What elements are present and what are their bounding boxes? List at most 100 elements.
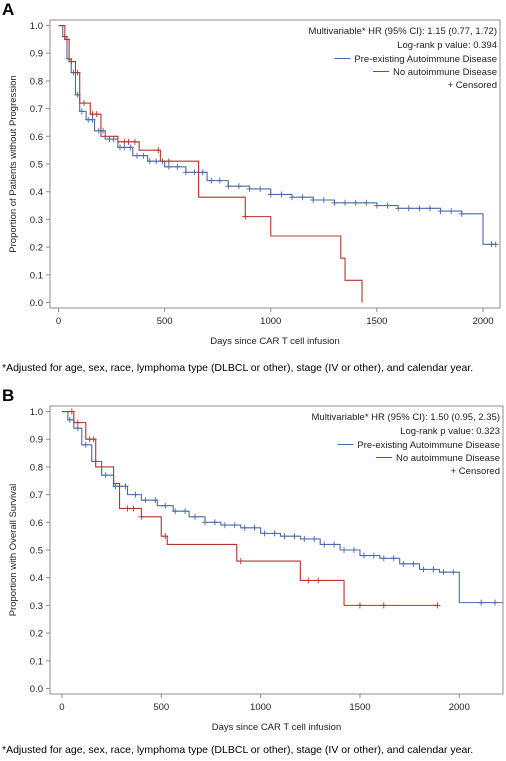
stat-annotation: Multivariable* HR (95% CI): 1.15 (0.77, … [309,26,498,37]
censor-mark [360,552,367,559]
censor-mark [320,197,327,203]
censor-mark [363,199,370,206]
y-tick-label: 0.3 [30,601,43,612]
legend-censored: + Censored [451,466,500,477]
x-axis-label: Days since CAR T cell infusion [212,722,342,733]
y-tick-label: 1.0 [30,407,43,418]
censor-mark [152,497,159,504]
censor-mark [261,530,268,537]
censor-mark [430,566,437,573]
footnote-b: *Adjusted for age, sex, race, lymphoma t… [2,744,474,756]
censor-mark [342,199,349,206]
legend-label-1: No autoimmune Disease [396,453,500,464]
censor-mark [208,177,215,184]
x-tick-label: 1000 [260,316,281,327]
y-tick-label: 0.8 [30,76,43,87]
censor-mark [310,197,317,203]
censor-mark [341,547,348,553]
censor-mark [235,183,242,190]
censor-mark [199,169,206,176]
stat-annotation: Log-rank p value: 0.394 [397,40,497,51]
y-tick-label: 0.7 [30,490,43,501]
y-tick-label: 0.4 [30,187,43,198]
legend-label-0: Pre-existing Autoimmune Disease [354,54,497,65]
censor-mark [281,533,288,540]
censor-mark [192,513,199,520]
censor-mark [405,205,412,212]
y-tick-label: 0.7 [30,104,43,115]
censor-mark [458,210,465,217]
censor-mark [125,138,132,145]
y-tick-label: 0.1 [30,656,43,667]
chart-progression-free: 0.0 0.1 0.2 0.3 0.4 0.5 0.6 0.7 0.8 0.9 1.0 0 500 100… [8,19,501,347]
censor-mark [80,100,87,107]
censor-mark [93,111,100,118]
censor-mark [63,36,70,43]
censor-mark [110,136,117,143]
x-tick-label: 0 [56,316,61,327]
censor-mark [242,213,249,220]
censor-mark [162,533,169,540]
censor-mark [426,205,433,212]
censor-mark [211,519,218,526]
censor-mark [492,599,499,606]
censor-mark [450,569,457,576]
censor-mark [74,419,81,426]
censor-mark [102,472,109,479]
censor-mark [299,194,306,201]
censor-mark [356,602,363,609]
y-tick-label: 0.2 [30,243,43,254]
censor-mark [390,555,397,562]
y-tick-label: 0.8 [30,462,43,473]
censor-mark [370,552,377,559]
censor-mark [395,205,402,212]
censor-mark [251,524,258,531]
censor-mark [271,530,278,537]
censor-mark [74,69,81,76]
censor-mark [321,541,328,548]
censor-mark [225,183,232,190]
censor-mark [165,163,172,170]
censor-mark [165,158,172,165]
censor-mark [237,558,244,565]
censor-mark [331,541,338,548]
censor-mark [112,483,119,490]
y-axis-label: Proportion with Overall Survival [8,484,19,617]
censor-mark [162,502,169,509]
panel-b-label: B [2,386,15,405]
censor-mark [90,436,97,443]
censor-mark [155,147,162,154]
censor-mark [89,116,96,123]
y-tick-label: 0.0 [30,298,43,309]
x-tick-label: 0 [59,702,64,713]
y-tick-label: 0.0 [30,684,43,695]
censor-mark [74,425,81,432]
censor-mark [132,491,139,498]
censor-mark [373,202,380,209]
censor-mark [434,602,441,609]
censor-mark [182,508,189,515]
censor-mark [122,483,129,490]
censor-mark [174,163,181,170]
censor-mark [66,416,73,423]
censor-mark [68,58,75,65]
x-tick-label: 1500 [349,702,370,713]
censor-mark [138,513,145,520]
y-tick-label: 0.5 [30,160,43,171]
censor-mark [78,108,85,115]
censor-mark [82,441,89,448]
censor-mark [352,199,359,206]
censor-mark [231,522,238,529]
censor-mark [130,505,137,512]
censor-mark [191,169,198,176]
x-tick-label: 1000 [250,702,271,713]
censor-mark [182,169,189,176]
censor-mark [121,144,128,151]
censor-mark [127,144,134,151]
y-tick-label: 0.1 [30,270,43,281]
censor-mark [142,497,149,504]
censor-mark [257,185,264,192]
censor-mark [216,177,223,184]
y-tick-label: 0.6 [30,132,43,143]
censor-mark [315,577,322,584]
